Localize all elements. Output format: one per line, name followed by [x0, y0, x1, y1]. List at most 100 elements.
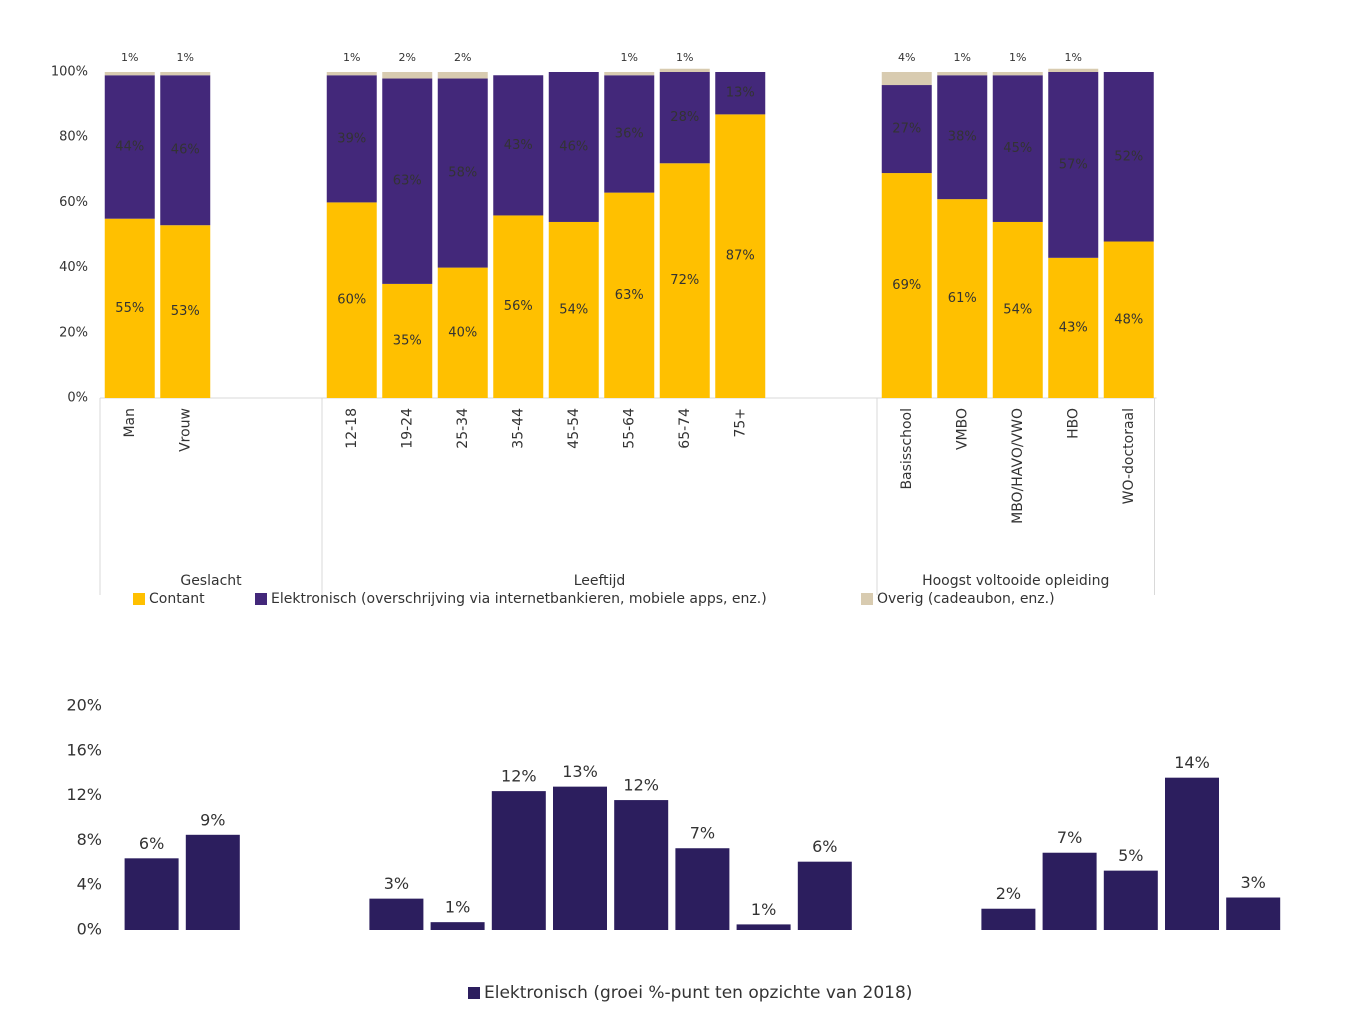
- data-label: 61%: [948, 291, 977, 306]
- data-label: 27%: [892, 122, 921, 137]
- x-tick-label: Man: [122, 408, 138, 438]
- data-label: 36%: [615, 126, 644, 141]
- data-label: 58%: [448, 166, 477, 181]
- data-label: 1%: [445, 898, 470, 917]
- legend-label: Contant: [149, 591, 205, 607]
- bar: [604, 72, 655, 76]
- bar: [659, 68, 710, 72]
- bar: [160, 225, 211, 398]
- data-label: 44%: [115, 139, 144, 154]
- y-tick-label: 20%: [59, 325, 88, 340]
- data-label: 1%: [954, 51, 971, 64]
- bar: [548, 72, 599, 222]
- x-tick-label: 75+: [732, 408, 748, 438]
- data-label: 2%: [996, 884, 1021, 903]
- bar: [437, 267, 488, 398]
- bar: [675, 848, 730, 930]
- data-label: 6%: [139, 834, 164, 853]
- bar: [981, 908, 1036, 930]
- data-label: 5%: [1118, 846, 1143, 865]
- x-tick-label: 35-44: [510, 408, 526, 449]
- data-label: 3%: [384, 874, 409, 893]
- bar: [553, 786, 607, 930]
- data-label: 7%: [690, 824, 715, 843]
- y-tick-label: 12%: [66, 785, 102, 804]
- data-label: 28%: [670, 110, 699, 125]
- bar: [104, 72, 155, 76]
- data-label: 53%: [171, 304, 200, 319]
- data-label: 14%: [1174, 753, 1210, 772]
- data-label: 12%: [623, 776, 659, 795]
- bar: [992, 72, 1043, 76]
- bar: [124, 858, 179, 930]
- bar: [326, 202, 377, 398]
- x-tick-label: 25-34: [455, 408, 471, 449]
- bar: [937, 75, 988, 200]
- bar: [797, 861, 852, 930]
- data-label: 45%: [1003, 141, 1032, 156]
- bar: [937, 199, 988, 398]
- data-label: 12%: [501, 767, 537, 786]
- data-label: 13%: [726, 86, 755, 101]
- y-tick-label: 8%: [77, 830, 102, 849]
- data-label: 57%: [1059, 157, 1088, 172]
- bar: [881, 173, 932, 398]
- data-label: 39%: [337, 131, 366, 146]
- bar: [881, 72, 932, 86]
- data-label: 13%: [562, 762, 598, 781]
- bar: [1042, 852, 1097, 930]
- bar: [437, 72, 488, 79]
- bar: [937, 72, 988, 76]
- bar: [104, 218, 155, 398]
- bar: [493, 75, 544, 216]
- bar: [160, 75, 211, 226]
- data-label: 4%: [898, 51, 915, 64]
- bar: [1048, 68, 1099, 72]
- bar: [715, 114, 766, 398]
- y-tick-label: 16%: [66, 740, 102, 759]
- data-label: 38%: [948, 130, 977, 145]
- bar: [992, 221, 1043, 398]
- data-label: 46%: [559, 139, 588, 154]
- y-tick-label: 0%: [67, 391, 88, 406]
- data-label: 40%: [448, 325, 477, 340]
- bar: [881, 85, 932, 174]
- bar: [326, 75, 377, 203]
- data-label: 63%: [393, 174, 422, 189]
- x-tick-label: Vrouw: [177, 408, 193, 452]
- bar: [992, 75, 1043, 222]
- bar: [104, 75, 155, 219]
- y-tick-label: 4%: [77, 875, 102, 894]
- data-label: 55%: [115, 301, 144, 316]
- bar: [382, 283, 433, 398]
- data-label: 1%: [343, 51, 360, 64]
- bar: [1226, 897, 1281, 930]
- data-label: 9%: [200, 810, 225, 829]
- data-label: 35%: [393, 333, 422, 348]
- data-label: 1%: [177, 51, 194, 64]
- x-tick-label: MBO/HAVO/VWO: [1010, 408, 1026, 524]
- data-label: 43%: [1059, 320, 1088, 335]
- group-label: Geslacht: [180, 573, 242, 589]
- bar: [160, 72, 211, 76]
- bar: [548, 221, 599, 398]
- bar: [382, 72, 433, 79]
- bar: [437, 78, 488, 268]
- x-tick-label: Basisschool: [899, 408, 915, 490]
- bar: [1048, 72, 1099, 258]
- legend-label: Elektronisch (groei %-punt ten opzichte …: [484, 983, 912, 1003]
- bar: [369, 898, 424, 930]
- y-tick-label: 60%: [59, 195, 88, 210]
- bar: [659, 163, 710, 398]
- data-label: 63%: [615, 288, 644, 303]
- data-label: 60%: [337, 293, 366, 308]
- y-tick-label: 20%: [66, 696, 102, 715]
- bar: [491, 791, 546, 930]
- x-tick-label: 65-74: [677, 408, 693, 449]
- data-label: 1%: [121, 51, 138, 64]
- x-tick-label: 45-54: [566, 408, 582, 449]
- bar: [1048, 257, 1099, 398]
- bar: [430, 922, 485, 930]
- data-label: 7%: [1057, 828, 1082, 847]
